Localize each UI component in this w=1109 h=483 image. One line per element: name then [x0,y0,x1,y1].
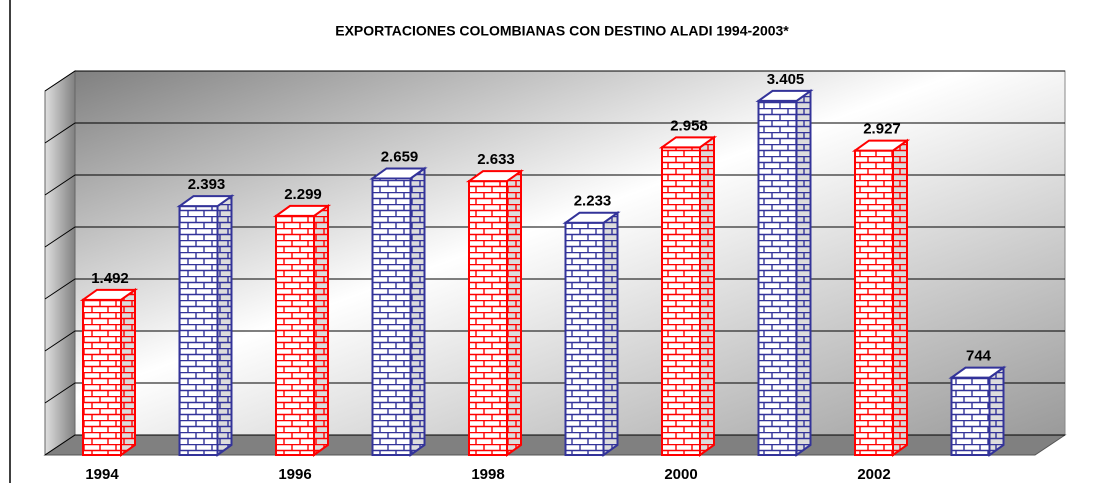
grid-line [44,330,1065,352]
value-label: 3.405 [767,71,805,88]
bar-top [562,211,621,224]
bar-top [851,139,911,152]
value-label: 1.492 [91,270,129,287]
grid-line [44,434,1065,456]
grid-line [44,174,1065,196]
bar-front [854,149,894,456]
bar-top [755,89,814,102]
grid-line [44,278,1065,300]
bar-side [120,287,136,457]
bar-side [602,210,619,457]
bar-side [699,135,715,457]
side-wall [44,70,76,456]
value-label: 2.633 [477,151,515,168]
bar-front [468,180,508,456]
value-label: 2.233 [574,193,612,210]
x-tick-label: 2002 [857,466,890,483]
x-tick-label: 1996 [278,466,311,483]
bar-side [988,365,1005,457]
value-label: 744 [966,348,992,365]
value-label: 2.958 [670,117,708,134]
bar [79,287,139,457]
bar-top [79,288,139,301]
bar [851,138,911,457]
bar-top [465,170,525,183]
bar-front [661,146,701,456]
bar-top [658,136,718,149]
x-tick-label: 1994 [85,466,119,483]
bar [658,135,718,457]
bar [465,169,525,457]
bar-front [564,221,605,456]
bar [562,210,621,457]
value-label: 2.299 [284,186,322,203]
bar-front [371,177,412,457]
bar-front [82,298,122,456]
bar-top [369,167,428,180]
bar [176,194,235,457]
grid-line [44,70,1065,92]
bar [948,365,1007,457]
bar [272,203,332,457]
bar-front [757,99,798,456]
bar-side [795,88,812,457]
bar-top [176,195,235,208]
bar-side [506,169,522,457]
bar-side [313,203,329,457]
bar-top [272,204,332,217]
bar-top [948,366,1007,379]
bar-side [409,166,426,457]
grid-line [44,226,1065,248]
bar-side [216,194,233,457]
x-tick-label: 1998 [471,466,504,483]
chart-title: EXPORTACIONES COLOMBIANAS CON DESTINO AL… [335,23,789,39]
grid-line [44,382,1065,404]
x-tick-label: 2000 [664,466,697,483]
grid-line [44,122,1065,144]
bar [369,166,428,457]
bar-side [892,138,908,457]
bar [755,88,814,457]
value-label: 2.927 [863,121,901,138]
bar-front [178,205,219,456]
bar-front [950,376,991,456]
value-label: 2.393 [188,176,226,193]
value-label: 2.659 [381,148,419,165]
bar-front [275,214,315,456]
